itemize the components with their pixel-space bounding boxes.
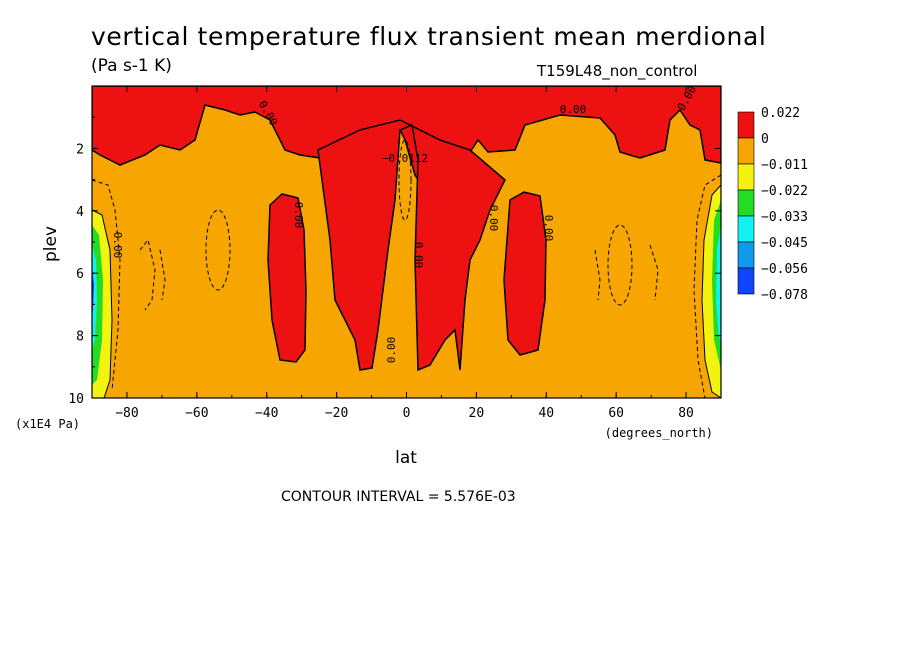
colorbar-label: −0.033 [761, 210, 808, 225]
colorbar-label: −0.011 [761, 158, 808, 173]
colorbar-label: 0.022 [761, 106, 800, 121]
x-tick-label: −80 [115, 406, 138, 421]
colorbar-swatch [737, 137, 755, 165]
positive-region-right-column [503, 191, 547, 356]
y-axis: 2 4 6 8 10 [68, 116, 721, 407]
colorbar-swatch [737, 267, 755, 295]
contour-label: −0.0112 [382, 152, 428, 165]
negative-region-left-core [92, 245, 97, 350]
colorbar-label: −0.056 [761, 262, 808, 277]
x-tick-label: −40 [255, 406, 278, 421]
x-tick-label: 40 [538, 406, 554, 421]
y-tick-label: 2 [76, 142, 84, 157]
contour-label: 0.00 [292, 202, 305, 229]
colorbar-label: −0.022 [761, 184, 808, 199]
plot-area [92, 86, 721, 398]
x-axis-label: lat [395, 448, 417, 468]
colorbar-swatch [737, 241, 755, 269]
colorbar-swatch [737, 111, 755, 139]
x-tick-label: 60 [608, 406, 624, 421]
dataset-label: T159L48_non_control [537, 62, 698, 80]
x-tick-label: 0 [403, 406, 411, 421]
negative-contours [92, 139, 721, 398]
colorbar-label: −0.078 [761, 288, 808, 303]
colorbar: 0.022 0 −0.011 −0.022 −0.033 −0.045 −0.056 −0.0… [737, 106, 808, 303]
colorbar-label: 0 [761, 132, 769, 147]
contour-label: 0.00 [385, 337, 398, 364]
y-tick-label: 6 [76, 267, 84, 282]
positive-region-center [317, 119, 506, 372]
y-tick-label: 4 [76, 205, 84, 220]
y-tick-label: 8 [76, 330, 84, 345]
chart-units: (Pa s-1 K) [91, 56, 172, 76]
y-axis-label: plev [41, 226, 61, 262]
negative-region-right-core [716, 225, 721, 345]
x-tick-label: −60 [185, 406, 208, 421]
contour-label: 0.00 [111, 232, 124, 259]
contour-interval: CONTOUR INTERVAL = 5.576E-03 [281, 489, 516, 505]
chart-title: vertical temperature flux transient mean… [91, 22, 767, 51]
x-axis: −80 −60 −40 −20 0 20 40 60 80 [91, 86, 722, 421]
x-tick-label: −20 [325, 406, 348, 421]
x-tick-label: 20 [469, 406, 485, 421]
y-axis-units: (x1E4 Pa) [15, 417, 80, 431]
colorbar-swatch [737, 163, 755, 191]
colorbar-swatch [737, 189, 755, 217]
x-tick-label: 80 [678, 406, 694, 421]
colorbar-label: −0.045 [761, 236, 808, 251]
contour-label: 0.00 [542, 215, 555, 242]
y-tick-label: 10 [68, 392, 84, 407]
contour-label: 0.00 [560, 103, 587, 116]
x-axis-units: (degrees_north) [605, 426, 713, 440]
positive-region-top [92, 86, 721, 202]
contour-label: 0.00 [412, 242, 425, 269]
positive-region-left-column [267, 193, 307, 363]
contour-label: 0.00 [487, 205, 500, 232]
colorbar-swatch [737, 215, 755, 243]
